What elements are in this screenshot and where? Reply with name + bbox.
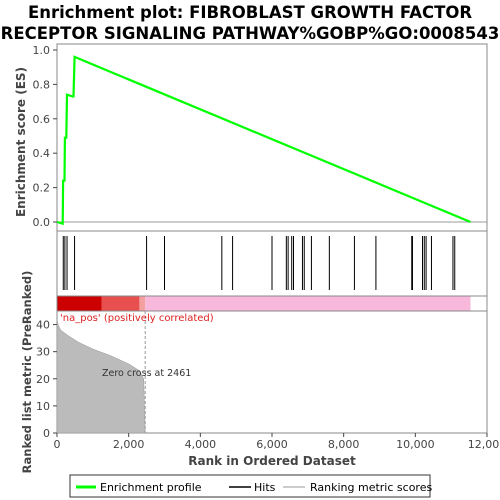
ranking-metric-area — [56, 319, 146, 434]
es-y-axis: 0.0 0.2 0.4 0.6 0.8 1.0 — [33, 44, 57, 229]
legend-hits-label: Hits — [254, 481, 276, 494]
metric-y-tick-label: 20 — [36, 373, 50, 386]
legend-box — [69, 474, 431, 498]
metric-y-tick-label: 30 — [36, 346, 50, 359]
metric-x-tick-label: 0 — [54, 438, 61, 451]
metric-x-tick-label: 6,000 — [256, 438, 288, 451]
metric-x-tick-label: 12,000 — [468, 438, 500, 451]
metric-x-axis: 0 2,000 4,000 6,000 8,000 10,000 12,000 — [54, 433, 500, 451]
metric-y-axis-label: Ranked list metric (PreRanked) — [20, 271, 34, 474]
chart-title-line-1: Enrichment plot: FIBROBLAST GROWTH FACTO… — [28, 3, 472, 22]
color-bar-segment — [101, 296, 140, 311]
es-y-tick-label: 1.0 — [33, 44, 51, 57]
ranked-list-color-bar — [57, 296, 471, 311]
metric-x-axis-label: Rank in Ordered Dataset — [188, 454, 356, 468]
metric-y-axis: 0 10 20 30 40 — [36, 319, 57, 440]
metric-x-tick-label: 2,000 — [113, 438, 145, 451]
zero-cross-label: Zero cross at 2461 — [102, 368, 191, 379]
hit-markers — [62, 236, 456, 290]
metric-y-tick-label: 40 — [36, 319, 50, 332]
es-y-tick-label: 0.0 — [33, 216, 51, 229]
legend-enrichment-label: Enrichment profile — [100, 481, 202, 494]
es-y-tick-label: 0.8 — [33, 78, 51, 91]
metric-x-tick-label: 8,000 — [328, 438, 360, 451]
chart-title-line-2: RECEPTOR SIGNALING PATHWAY%GOBP%GO:00085… — [1, 24, 500, 43]
color-bar-segment — [145, 296, 471, 311]
color-bar-segment — [139, 296, 146, 311]
legend-metric-label: Ranking metric scores — [310, 481, 432, 494]
na-pos-label: 'na_pos' (positively correlated) — [60, 313, 214, 324]
metric-y-tick-label: 0 — [43, 427, 50, 440]
es-y-tick-label: 0.6 — [33, 113, 51, 126]
es-y-tick-label: 0.2 — [33, 182, 51, 195]
metric-x-tick-label: 4,000 — [185, 438, 217, 451]
es-y-tick-label: 0.4 — [33, 147, 51, 160]
enrichment-profile-line — [56, 55, 471, 226]
color-bar-segment — [57, 296, 102, 311]
metric-y-tick-label: 10 — [36, 400, 50, 413]
es-y-axis-label: Enrichment score (ES) — [14, 67, 28, 217]
metric-x-tick-label: 10,000 — [396, 438, 435, 451]
